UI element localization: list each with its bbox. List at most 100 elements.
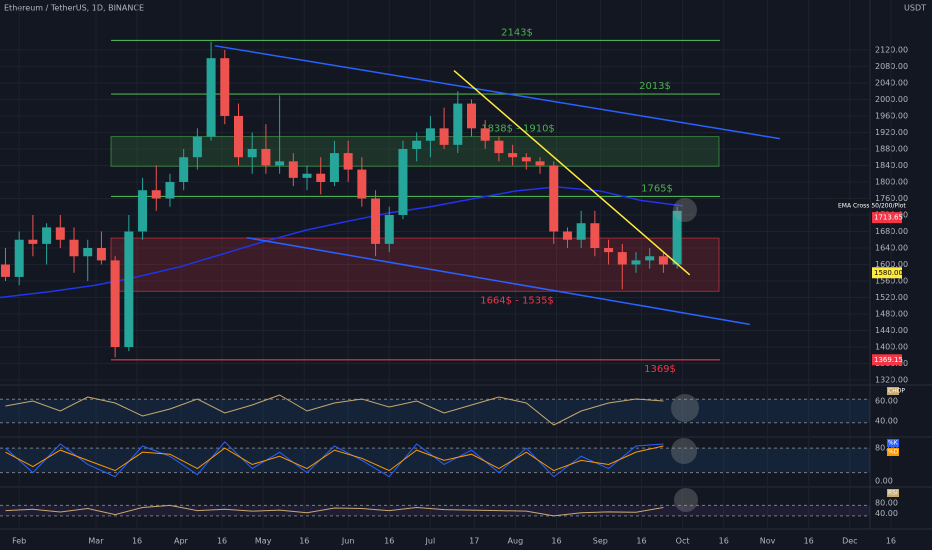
x-tick-label: 16: [299, 537, 309, 546]
y-tick-label: 40.00: [875, 509, 898, 518]
ema-tag-bg: [834, 199, 870, 212]
x-tick-label: Nov: [760, 537, 776, 546]
y-tick-label: 2040.00: [875, 78, 908, 87]
x-tick-label: 16: [804, 537, 814, 546]
legend-label: RSI: [888, 490, 898, 497]
zone-label: 1838$ - 1910$: [481, 124, 555, 135]
candle-body: [535, 161, 545, 166]
y-tick-label: 2000.00: [875, 95, 908, 104]
highlight: [671, 394, 699, 422]
price-tag: [872, 212, 902, 224]
x-tick-label: 16: [636, 537, 646, 546]
candle-body: [179, 157, 189, 182]
candle-body: [83, 248, 93, 257]
candle-body: [55, 227, 65, 240]
y-tick-label: 1840.00: [875, 161, 908, 170]
x-tick-label: 16: [886, 537, 896, 546]
y-tick-label: 2080.00: [875, 62, 908, 71]
x-tick-label: Dec: [842, 537, 857, 546]
x-tick-label: Mar: [88, 537, 104, 546]
trendline: [246, 236, 750, 326]
x-tick-label: Jun: [341, 537, 355, 546]
zone: [110, 237, 720, 292]
candle-body: [151, 190, 161, 199]
x-tick-label: Aug: [508, 537, 524, 546]
x-tick-label: 16: [384, 537, 394, 546]
candle-body: [124, 231, 134, 348]
candle-body: [275, 161, 285, 166]
candle-body: [508, 153, 518, 158]
candle-body: [453, 103, 463, 145]
y-tick-label: 1800.00: [875, 177, 908, 186]
ema-line: [0, 186, 683, 299]
zone-label: 1664$ - 1535$: [480, 295, 554, 306]
candle-body: [645, 256, 655, 261]
candle-body: [0, 264, 10, 277]
legend-tag: [887, 439, 899, 447]
candle-body: [425, 128, 435, 141]
highlight: [671, 438, 697, 464]
trendline: [453, 69, 691, 276]
candle-body: [302, 173, 312, 178]
candle-body: [371, 198, 381, 244]
price-tag: [872, 354, 902, 366]
y-tick-label: 1320.00: [875, 376, 908, 385]
price-tag-label: 1369.15: [874, 356, 903, 364]
legend-tag: [887, 489, 899, 497]
indicator-line: [5, 445, 664, 472]
candle-body: [96, 248, 106, 261]
price-tag: [872, 267, 902, 279]
y-tick-label: 1680.00: [875, 227, 908, 236]
x-tick-label: Apr: [174, 537, 189, 546]
y-tick-label: 1560.00: [875, 277, 908, 286]
x-tick-label: May: [255, 537, 272, 546]
highlight: [674, 488, 698, 512]
y-tick-label: 1600.00: [875, 260, 908, 269]
candle-body: [467, 103, 477, 129]
level-label: 2013$: [639, 81, 671, 92]
candle-body: [233, 115, 243, 158]
legend-tag: [887, 387, 899, 395]
candle-body: [247, 148, 257, 158]
candle-body: [28, 239, 38, 244]
x-tick-label: Sep: [593, 537, 608, 546]
candle-body: [138, 190, 148, 232]
y-tick-label: 60.00: [875, 397, 898, 406]
level-label: 1765$: [641, 183, 673, 194]
y-tick-label: 1440.00: [875, 326, 908, 335]
legend-label: %D: [888, 449, 899, 456]
candle-body: [316, 173, 326, 182]
candle-body: [261, 148, 271, 166]
plot: 1320.001360.001400.001440.001480.001520.…: [0, 0, 908, 546]
candle-body: [617, 252, 627, 265]
currency: USDT: [904, 4, 926, 13]
y-tick-label: 40.00: [875, 417, 898, 426]
candle-body: [412, 140, 422, 149]
candle-body: [590, 223, 600, 249]
candle-body: [288, 161, 298, 178]
candle-body: [220, 58, 230, 116]
y-tick-label: 1520.00: [875, 293, 908, 302]
candle-body: [494, 140, 504, 154]
candle-body: [69, 239, 79, 257]
candle-body: [562, 231, 572, 240]
candle-body: [521, 157, 531, 162]
chart-title: Ethereum / TetherUS, 1D, BINANCE: [4, 4, 144, 13]
candle-body: [110, 260, 120, 348]
candle-body: [329, 153, 339, 182]
y-tick-label: 1880.00: [875, 144, 908, 153]
candle-body: [343, 153, 353, 170]
candle-body: [672, 210, 682, 265]
indicator-line: [5, 504, 664, 517]
y-tick-label: 0.00: [875, 476, 893, 485]
x-tick-label: 16: [551, 537, 561, 546]
candle-body: [549, 165, 559, 232]
candle-body: [576, 223, 586, 240]
band-fill: [0, 399, 870, 423]
indicator-line: [5, 394, 664, 426]
x-tick-label: Feb: [12, 537, 26, 546]
candle-body: [357, 169, 367, 199]
candle-body: [398, 148, 408, 215]
candle-body: [604, 248, 614, 253]
